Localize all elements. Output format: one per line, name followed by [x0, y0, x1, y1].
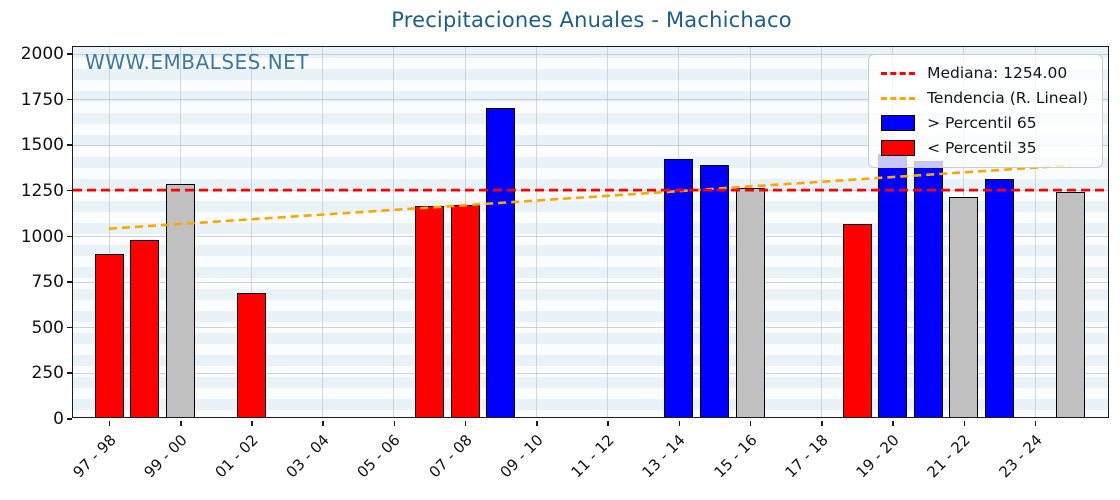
legend-below-label: < Percentil 35	[927, 139, 1037, 157]
y-axis-tick-label: 1000	[20, 226, 64, 247]
x-axis-tick-label: 07 - 08	[425, 431, 476, 482]
x-axis-tick-label: 03 - 04	[282, 431, 333, 482]
y-axis-tick-label: 2000	[20, 44, 64, 64]
gridline-vertical	[820, 47, 822, 417]
x-axis-tick-mark	[179, 421, 182, 426]
x-axis-tick-mark	[322, 421, 324, 426]
y-axis-tick-mark	[67, 98, 72, 101]
y-axis-tick-mark	[67, 189, 72, 192]
chart-legend: Mediana: 1254.00 Tendencia (R. Lineal) >…	[868, 54, 1103, 168]
gridline-horizontal	[73, 190, 1108, 192]
precipitation-bar-22-23	[985, 178, 1014, 417]
legend-trend-label: Tendencia (R. Lineal)	[927, 89, 1088, 107]
gridline-horizontal	[73, 236, 1108, 237]
x-axis-tick-mark	[1034, 421, 1037, 426]
gridline-vertical	[607, 47, 609, 417]
gridline-vertical	[250, 47, 252, 417]
y-axis-tick-mark	[67, 235, 72, 238]
y-axis-tick-mark	[67, 372, 72, 374]
x-axis-tick-label: 15 - 16	[710, 431, 761, 482]
y-axis-tick-label: 1500	[20, 135, 64, 156]
gridline-vertical	[108, 47, 110, 417]
legend-item-below-p35: < Percentil 35	[881, 139, 1088, 157]
x-axis-tick-mark	[393, 421, 396, 426]
y-axis-tick-label: 1250	[20, 180, 64, 201]
x-axis-tick-label: 09 - 10	[496, 431, 547, 482]
precipitation-bar-18-19	[842, 223, 872, 417]
y-axis-tick-label: 1750	[20, 89, 64, 110]
x-axis-tick-mark	[536, 421, 538, 426]
precipitation-bar-98-99	[130, 239, 160, 417]
precipitation-bar-07-08	[450, 204, 480, 417]
blue-bar-swatch	[881, 115, 916, 131]
precipitation-bar-21-22	[949, 197, 979, 417]
x-axis-tick-label: 23 - 24	[995, 431, 1046, 482]
gridline-horizontal	[73, 281, 1108, 283]
precipitation-bar-14-15	[700, 165, 730, 417]
gridline-vertical	[393, 47, 395, 417]
chart-title: Precipitaciones Anuales - Machichaco	[391, 8, 792, 32]
median-dashed-line-swatch	[881, 71, 916, 75]
gridline-horizontal	[73, 53, 1108, 55]
precipitation-bar-19-20	[878, 154, 908, 417]
x-axis-tick-label: 99 - 00	[140, 431, 191, 482]
x-axis-tick-label: 05 - 06	[353, 431, 405, 482]
legend-above-label: > Percentil 65	[927, 114, 1037, 132]
x-axis-tick-label: 21 - 22	[923, 431, 975, 482]
precipitation-bar-08-09	[486, 107, 516, 417]
legend-median-label: Mediana: 1254.00	[927, 64, 1068, 82]
x-axis-tick-mark	[892, 421, 894, 426]
x-axis-tick-label: 97 - 98	[68, 431, 120, 482]
trend-dashed-line-swatch	[881, 96, 916, 100]
precipitation-bar-13-14	[664, 158, 694, 417]
gridline-horizontal	[73, 144, 1108, 146]
y-axis-tick-label: 750	[31, 272, 64, 293]
y-axis-tick-label: 0	[53, 409, 64, 429]
gridline-horizontal	[73, 372, 1108, 374]
x-axis-tick-label: 13 - 14	[638, 431, 690, 482]
precipitation-bar-15-16	[735, 187, 765, 417]
gridline-horizontal	[73, 327, 1108, 329]
precipitation-bar-97-98	[94, 253, 124, 417]
y-axis-tick-mark	[67, 281, 72, 283]
x-axis-tick-label: 17 - 18	[781, 431, 832, 482]
gridline-vertical	[1034, 47, 1036, 417]
red-bar-swatch	[881, 140, 916, 156]
y-axis-tick-mark	[67, 418, 72, 420]
watermark-text: WWW.EMBALSES.NET	[85, 50, 310, 74]
precipitation-bar-24-25	[1056, 191, 1086, 417]
x-axis-tick-mark	[464, 421, 467, 426]
x-axis-tick-mark	[251, 421, 253, 426]
plot-area: WWW.EMBALSES.NET Mediana: 1254.00 Tenden…	[72, 46, 1109, 418]
x-axis-tick-mark	[821, 421, 823, 426]
x-axis-tick-mark	[108, 421, 111, 426]
y-axis-tick-mark	[67, 53, 72, 55]
x-axis-tick-mark	[963, 421, 966, 426]
x-axis-tick-label: 01 - 02	[211, 431, 262, 482]
gridline-vertical	[535, 47, 537, 417]
precipitation-bar-06-07	[415, 205, 445, 417]
gridline-horizontal	[73, 99, 1108, 101]
y-axis-tick-mark	[67, 326, 72, 329]
y-axis-tick-label: 250	[31, 363, 64, 384]
y-axis-tick-mark	[67, 144, 72, 146]
precipitation-bar-20-21	[913, 160, 943, 417]
x-axis-tick-label: 11 - 12	[567, 431, 618, 482]
y-axis-tick-label: 500	[31, 317, 64, 338]
x-axis-tick-mark	[607, 421, 609, 426]
legend-item-above-p65: > Percentil 65	[881, 114, 1088, 132]
x-axis-tick-mark	[678, 421, 681, 426]
precipitation-bar-99-00	[165, 183, 195, 417]
legend-item-trend: Tendencia (R. Lineal)	[881, 89, 1088, 107]
precipitation-bar-01-02	[236, 292, 266, 417]
legend-item-median: Mediana: 1254.00	[881, 64, 1088, 82]
gridline-vertical	[322, 47, 324, 417]
x-axis-tick-label: 19 - 20	[852, 431, 903, 482]
x-axis-tick-mark	[749, 421, 752, 426]
